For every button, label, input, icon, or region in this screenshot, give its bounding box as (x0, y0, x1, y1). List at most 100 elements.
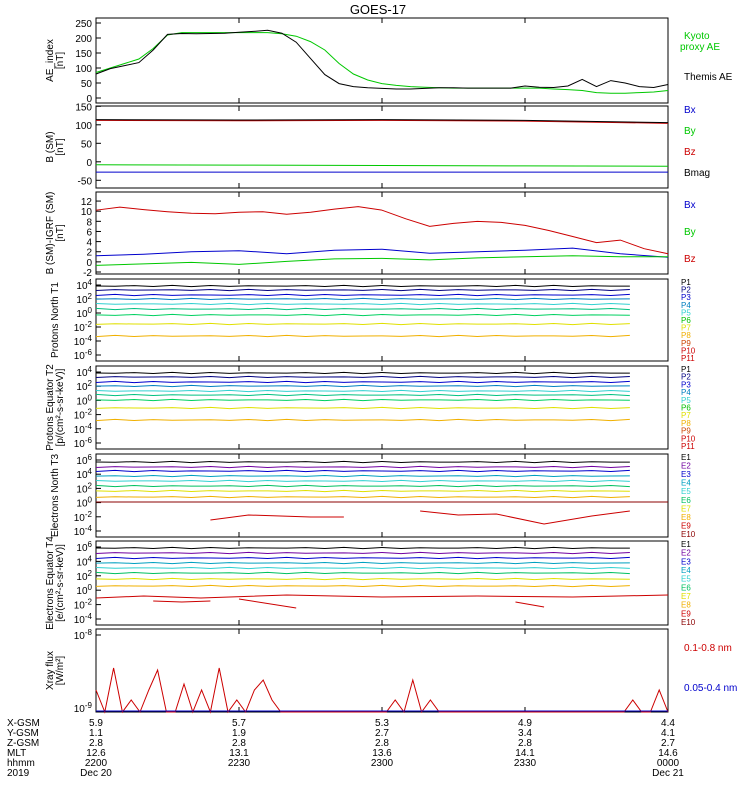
y-axis-label: Protons North T1 (50, 282, 61, 358)
axis-tick-zgsm: 2.8 (89, 738, 103, 749)
y-tick-label: 100 (76, 393, 92, 407)
legend-e6: E6 (681, 496, 691, 505)
y-tick-label: 10-8 (74, 628, 93, 642)
axis-tick-zgsm: 2.8 (375, 738, 389, 749)
legend-by: By (684, 227, 696, 238)
channel-line (95, 384, 630, 388)
channel-line (95, 571, 630, 575)
legend-p10: P10 (681, 346, 696, 355)
channel-line (95, 398, 630, 402)
axis-tick-date: Dec 20 (80, 768, 112, 779)
channel-line (95, 288, 630, 292)
legend-proxy-ae: proxy AE (680, 42, 720, 53)
axis-tick-hhmm: 2230 (228, 758, 251, 769)
series-line (95, 247, 669, 258)
y-tick-label: 50 (81, 79, 93, 90)
y-tick-label: 10-6 (74, 348, 93, 362)
axis-tick-zgsm: 2.8 (518, 738, 532, 749)
legend-e3: E3 (681, 470, 691, 479)
axis-tick-ygsm: 4.1 (661, 728, 675, 739)
y-tick-label: 102 (76, 569, 92, 583)
channel-line (420, 510, 630, 525)
axis-tick-mlt: 12.6 (86, 748, 106, 759)
legend-p8: P8 (681, 419, 691, 428)
legend-p4: P4 (681, 388, 691, 397)
y-axis-label: Electrons Equator T4 (45, 536, 56, 630)
y-axis-label: Xray flux (45, 651, 56, 690)
legend-p2: P2 (681, 373, 691, 382)
y-tick-label: 10-4 (74, 334, 93, 348)
panel-frame (95, 278, 669, 362)
axis-row-label: 2019 (7, 768, 30, 779)
y-axis-label: AE_index (45, 39, 56, 82)
y-tick-label: 106 (76, 540, 92, 554)
y-tick-label: 102 (76, 379, 92, 393)
plot-title: GOES-17 (350, 2, 406, 17)
channel-line (95, 371, 630, 375)
channel-line (95, 484, 630, 488)
channel-line (95, 284, 630, 288)
y-tick-label: 10-2 (74, 408, 93, 422)
axis-tick-hhmm: 0000 (657, 758, 680, 769)
legend-p5: P5 (681, 308, 691, 317)
y-tick-label: 10-2 (74, 320, 93, 334)
axis-tick-xgsm: 4.4 (661, 718, 675, 729)
y-tick-label: -50 (78, 176, 93, 187)
axis-row-label: Z-GSM (7, 738, 39, 749)
legend-e8: E8 (681, 513, 691, 522)
channel-line (95, 293, 630, 297)
y-tick-label: 50 (81, 139, 93, 150)
series-line (95, 32, 669, 94)
channel-line (95, 406, 630, 410)
legend-p4: P4 (681, 301, 691, 310)
legend-bz: Bz (684, 147, 696, 158)
legend-p7: P7 (681, 324, 691, 333)
legend-e9: E9 (681, 609, 691, 618)
legend-e10: E10 (681, 530, 696, 539)
legend-p3: P3 (681, 380, 691, 389)
y-tick-label: 12 (81, 197, 93, 208)
panel-frame (95, 105, 669, 189)
channel-line (95, 322, 630, 326)
legend-e6: E6 (681, 583, 691, 592)
legend-e4: E4 (681, 479, 691, 488)
channel-line (95, 460, 630, 464)
channel-line (95, 469, 630, 473)
legend-e4: E4 (681, 566, 691, 575)
legend-e5: E5 (681, 575, 691, 584)
legend-by: By (684, 126, 696, 137)
y-tick-label: 200 (75, 34, 92, 45)
axis-tick-hhmm: 2300 (371, 758, 394, 769)
series-line (95, 119, 669, 124)
legend-e7: E7 (681, 504, 691, 513)
y-tick-label: 104 (76, 467, 92, 481)
legend-p6: P6 (681, 316, 691, 325)
legend-e1: E1 (681, 540, 691, 549)
y-tick-label: 0 (86, 258, 92, 269)
axis-row-label: X-GSM (7, 718, 40, 729)
legend-e7: E7 (681, 592, 691, 601)
channel-line (95, 307, 630, 311)
legend-e9: E9 (681, 521, 691, 530)
channel-line (95, 393, 630, 397)
axis-tick-hhmm: 2200 (85, 758, 108, 769)
legend-themis-ae: Themis AE (684, 72, 733, 83)
channel-line (95, 495, 630, 499)
channel-line (95, 375, 630, 379)
y-tick-label: 100 (75, 121, 92, 132)
legend-long-band: 0.1-0.8 nm (684, 643, 732, 654)
channel-line (95, 334, 630, 338)
axis-tick-ygsm: 2.7 (375, 728, 389, 739)
series-line (95, 29, 669, 90)
axis-tick-xgsm: 5.9 (89, 718, 103, 729)
y-tick-label: 150 (75, 49, 92, 60)
panel-frame (95, 191, 669, 275)
y-axis-label: [nT] (55, 52, 66, 69)
series-line (95, 164, 669, 167)
y-tick-label: 10-2 (74, 510, 93, 524)
